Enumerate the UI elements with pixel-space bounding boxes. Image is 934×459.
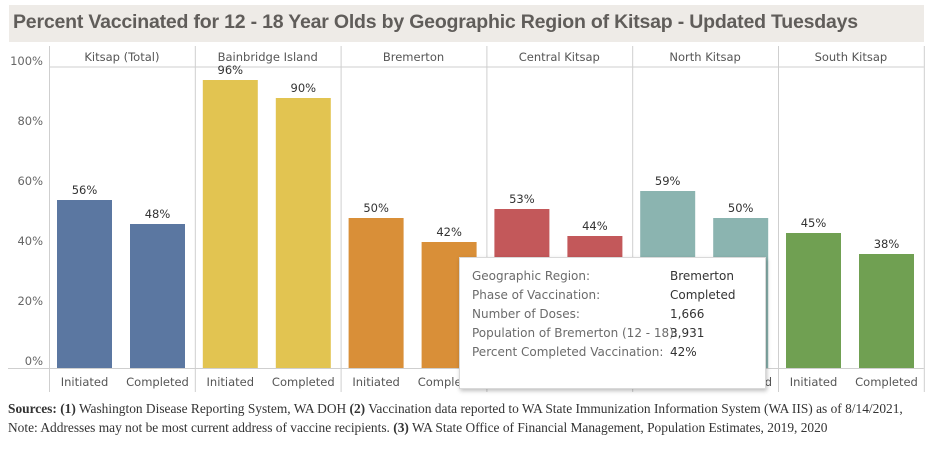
bar-value-label: 50% — [363, 201, 389, 215]
bar-value-label: 44% — [582, 219, 608, 233]
bar-value-label: 38% — [874, 237, 900, 251]
x-tick-label: Completed — [272, 375, 335, 389]
tooltip-value: Completed — [670, 288, 736, 302]
tooltip-value: 3,931 — [670, 326, 705, 340]
tooltip-value: 42% — [670, 345, 697, 359]
tooltip-value: Bremerton — [670, 269, 734, 283]
tooltip-label: Geographic Region: — [472, 269, 591, 283]
y-tick-label: 20% — [17, 294, 43, 308]
bar-value-label: 59% — [655, 174, 681, 188]
bar-completed — [130, 224, 185, 368]
panel-header-label: Bainbridge Island — [218, 50, 318, 64]
panel-header-label: Kitsap (Total) — [84, 50, 159, 64]
tooltip-value: 1,666 — [670, 307, 705, 321]
tooltip: Geographic Region: Bremerton Phase of Va… — [459, 257, 766, 389]
source-3-number: (3) — [393, 420, 409, 435]
bar-value-label: 42% — [436, 225, 462, 239]
x-tick-label: Initiated — [61, 375, 109, 389]
sources-lead: Sources: — [8, 401, 57, 416]
panel-header-label: South Kitsap — [815, 50, 888, 64]
bar-value-label: 90% — [291, 81, 317, 95]
tooltip-label: Phase of Vaccination: — [472, 288, 601, 302]
source-2-number: (2) — [349, 401, 366, 416]
y-tick-label: 80% — [17, 114, 43, 128]
y-tick-label: 0% — [25, 354, 43, 368]
tooltip-label: Number of Doses: — [472, 307, 580, 321]
source-1-number: (1) — [60, 401, 76, 416]
chart-title: Percent Vaccinated for 12 - 18 Year Olds… — [13, 11, 858, 33]
bar-value-label: 96% — [218, 63, 244, 77]
bar-initiated — [786, 233, 841, 368]
bar-value-label: 48% — [145, 207, 171, 221]
bar-completed — [275, 98, 331, 368]
bar-completed — [859, 254, 914, 368]
bar-initiated — [348, 218, 404, 368]
x-tick-label: Completed — [855, 375, 918, 389]
x-tick-label: Completed — [126, 375, 189, 389]
y-tick-label: 60% — [17, 174, 43, 188]
panel-header-label: Central Kitsap — [519, 50, 600, 64]
bar-initiated — [202, 80, 258, 368]
panel-header-label: Bremerton — [383, 50, 444, 64]
x-tick-label: Initiated — [790, 375, 838, 389]
source-2-text: Vaccination data reported to WA State Im… — [8, 401, 903, 435]
bar-value-label: 56% — [72, 183, 98, 197]
chart-title-bar: Percent Vaccinated for 12 - 18 Year Olds… — [9, 5, 924, 42]
bar-chart: 0% 20% 40% 60% 80% 100% Kitsap (Total) 56% Initi… — [8, 46, 925, 392]
y-tick-label: 100% — [10, 54, 43, 68]
x-tick-label: Initiated — [207, 375, 255, 389]
panel-header-label: North Kitsap — [669, 50, 740, 64]
bar-initiated — [57, 200, 112, 368]
bar-value-label: 45% — [801, 216, 827, 230]
tooltip-label: Population of Bremerton (12 - 18): — [472, 326, 678, 340]
tooltip-label: Percent Completed Vaccination: — [472, 345, 664, 359]
source-3-text: WA State Office of Financial Management,… — [408, 420, 828, 435]
sources-note: Sources: (1) Washington Disease Reportin… — [8, 399, 928, 437]
y-tick-label: 40% — [17, 234, 43, 248]
bar-value-label: 53% — [509, 192, 535, 206]
x-tick-label: Initiated — [352, 375, 400, 389]
bar-value-label: 50% — [728, 201, 754, 215]
source-1-text: Washington Disease Reporting System, WA … — [75, 401, 350, 416]
